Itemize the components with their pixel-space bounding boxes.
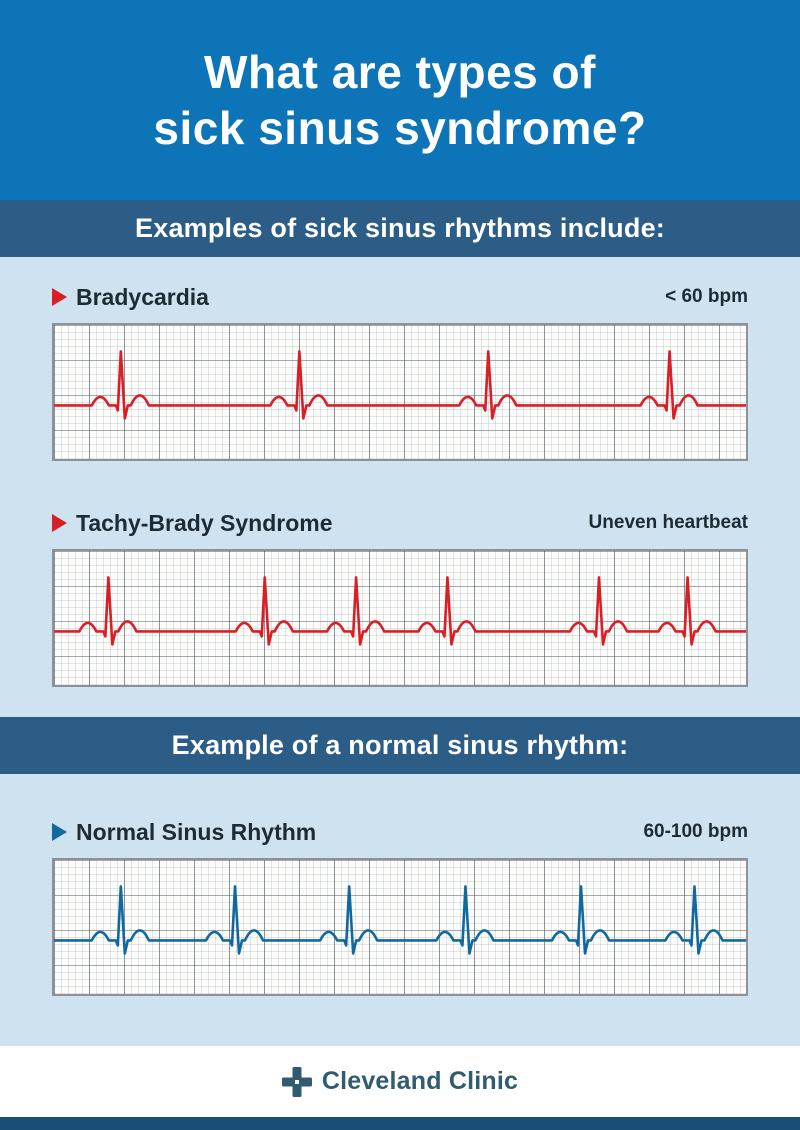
page-footer: Cleveland Clinic xyxy=(0,1046,800,1117)
normal-sinus-bpm-annotation: 60-100 bpm xyxy=(643,821,748,842)
normal-sinus-label-row: Normal Sinus Rhythm 60-100 bpm xyxy=(52,818,748,846)
bradycardia-label: Bradycardia xyxy=(76,283,209,310)
cleveland-clinic-cross-icon xyxy=(281,1066,312,1097)
section-band-sick-rhythms: Examples of sick sinus rhythms include: xyxy=(0,200,800,257)
bradycardia-arrow-icon xyxy=(52,288,67,306)
bradycardia-block: Bradycardia < 60 bpm xyxy=(52,283,748,461)
cleveland-clinic-wordmark: Cleveland Clinic xyxy=(321,1067,519,1095)
page-header: What are types of sick sinus syndrome? xyxy=(0,0,800,200)
page-title: What are types of sick sinus syndrome? xyxy=(153,44,646,156)
sick-rhythms-section: Bradycardia < 60 bpm Tachy-Brady Syndrom… xyxy=(0,257,800,717)
bradycardia-bpm-annotation: < 60 bpm xyxy=(665,286,748,307)
tachy-brady-block: Tachy-Brady Syndrome Uneven heartbeat xyxy=(52,509,748,687)
tachy-brady-annotation: Uneven heartbeat xyxy=(588,512,748,533)
normal-sinus-block: Normal Sinus Rhythm 60-100 bpm xyxy=(52,818,748,996)
normal-sinus-ecg-strip xyxy=(52,858,748,996)
normal-sinus-label: Normal Sinus Rhythm xyxy=(76,818,317,845)
normal-sinus-arrow-icon xyxy=(52,823,67,841)
bradycardia-label-row: Bradycardia < 60 bpm xyxy=(52,283,748,311)
tachy-brady-arrow-icon xyxy=(52,514,67,532)
bradycardia-ecg-strip xyxy=(52,323,748,461)
tachy-brady-label-row: Tachy-Brady Syndrome Uneven heartbeat xyxy=(52,509,748,537)
normal-rhythm-section: Normal Sinus Rhythm 60-100 bpm xyxy=(0,774,800,1046)
page-title-line-2: sick sinus syndrome? xyxy=(153,102,647,154)
tachy-brady-label: Tachy-Brady Syndrome xyxy=(76,509,333,536)
section-band-normal-rhythm: Example of a normal sinus rhythm: xyxy=(0,717,800,774)
tachy-brady-ecg-strip xyxy=(52,549,748,687)
page-title-line-1: What are types of xyxy=(204,45,596,98)
bottom-accent-bar xyxy=(0,1117,800,1130)
